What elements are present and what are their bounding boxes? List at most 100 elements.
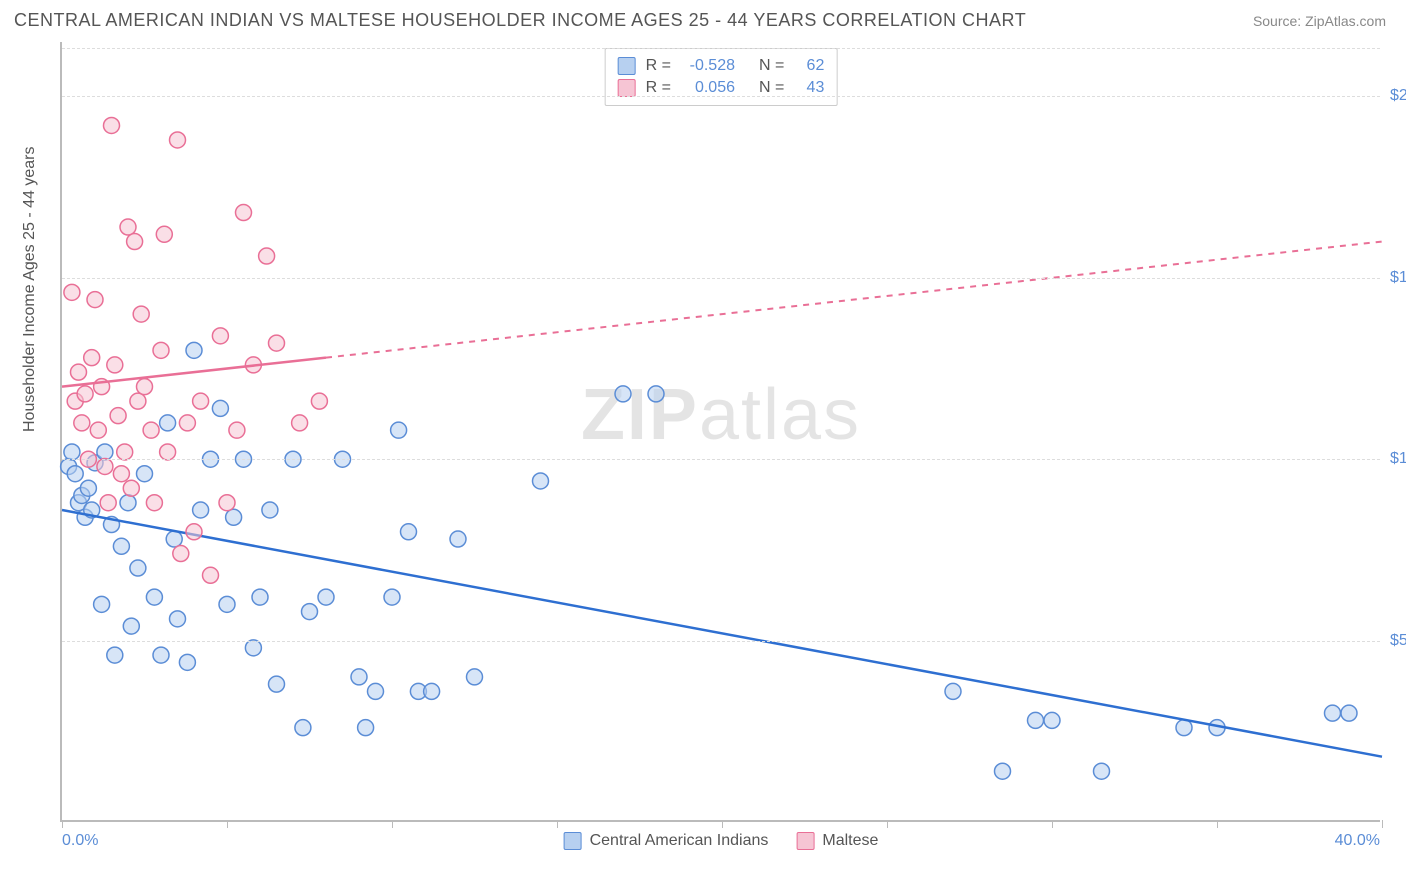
trend-line <box>62 510 1382 757</box>
data-point <box>1044 712 1060 728</box>
data-point <box>113 466 129 482</box>
data-point <box>648 386 664 402</box>
data-point <box>252 589 268 605</box>
data-point <box>84 350 100 366</box>
legend-n-value: 62 <box>794 57 824 75</box>
x-tick <box>227 820 228 828</box>
correlation-legend-row: R =-0.528N =62 <box>618 55 825 77</box>
data-point <box>179 654 195 670</box>
x-axis-min-label: 0.0% <box>62 832 98 850</box>
data-point <box>351 669 367 685</box>
legend-swatch <box>618 79 636 97</box>
data-point <box>107 357 123 373</box>
gridline <box>62 459 1380 460</box>
x-tick <box>1382 820 1383 828</box>
data-point <box>77 386 93 402</box>
data-point <box>170 132 186 148</box>
data-point <box>358 720 374 736</box>
data-point <box>166 531 182 547</box>
data-point <box>123 480 139 496</box>
data-point <box>143 422 159 438</box>
data-point <box>1341 705 1357 721</box>
data-point <box>120 495 136 511</box>
data-point <box>133 306 149 322</box>
data-point <box>318 589 334 605</box>
data-point <box>1325 705 1341 721</box>
data-point <box>424 683 440 699</box>
data-point <box>173 546 189 562</box>
data-point <box>74 415 90 431</box>
data-point <box>186 342 202 358</box>
legend-n-value: 43 <box>794 79 824 97</box>
series-legend: Central American Indians Maltese <box>564 832 879 850</box>
data-point <box>94 596 110 612</box>
chart-title: CENTRAL AMERICAN INDIAN VS MALTESE HOUSE… <box>14 10 1026 31</box>
data-point <box>292 415 308 431</box>
data-point <box>100 495 116 511</box>
plot-svg <box>62 42 1380 820</box>
data-point <box>450 531 466 547</box>
data-point <box>146 495 162 511</box>
trend-line-dashed <box>326 242 1382 358</box>
data-point <box>368 683 384 699</box>
data-point <box>64 284 80 300</box>
data-point <box>107 647 123 663</box>
x-tick <box>1052 820 1053 828</box>
data-point <box>97 458 113 474</box>
data-point <box>1094 763 1110 779</box>
y-tick-label: $150,000 <box>1390 269 1406 287</box>
x-tick <box>392 820 393 828</box>
chart-header: CENTRAL AMERICAN INDIAN VS MALTESE HOUSE… <box>0 0 1406 39</box>
data-point <box>302 604 318 620</box>
gridline <box>62 96 1380 97</box>
data-point <box>123 618 139 634</box>
data-point <box>137 379 153 395</box>
data-point <box>1176 720 1192 736</box>
chart-area: Householder Income Ages 25 - 44 years ZI… <box>60 42 1380 822</box>
plot-region: ZIPatlas R =-0.528N =62R =0.056N =43 0.0… <box>60 42 1380 822</box>
data-point <box>995 763 1011 779</box>
data-point <box>170 611 186 627</box>
legend-n-label: N = <box>759 57 784 75</box>
data-point <box>179 415 195 431</box>
gridline <box>62 278 1380 279</box>
legend-item: Maltese <box>796 832 878 850</box>
data-point <box>127 234 143 250</box>
data-point <box>295 720 311 736</box>
data-point <box>80 480 96 496</box>
x-tick <box>1217 820 1218 828</box>
data-point <box>262 502 278 518</box>
y-tick-label: $200,000 <box>1390 87 1406 105</box>
data-point <box>467 669 483 685</box>
gridline <box>62 48 1380 49</box>
x-tick <box>722 820 723 828</box>
legend-label: Maltese <box>822 832 878 850</box>
x-tick <box>557 820 558 828</box>
data-point <box>311 393 327 409</box>
legend-swatch <box>796 832 814 850</box>
trend-line <box>62 358 326 387</box>
data-point <box>219 596 235 612</box>
data-point <box>117 444 133 460</box>
data-point <box>212 328 228 344</box>
data-point <box>113 538 129 554</box>
data-point <box>130 393 146 409</box>
data-point <box>87 292 103 308</box>
data-point <box>401 524 417 540</box>
data-point <box>64 444 80 460</box>
legend-item: Central American Indians <box>564 832 769 850</box>
data-point <box>236 205 252 221</box>
data-point <box>384 589 400 605</box>
legend-label: Central American Indians <box>590 832 769 850</box>
data-point <box>104 117 120 133</box>
x-axis-max-label: 40.0% <box>1335 832 1380 850</box>
data-point <box>219 495 235 511</box>
data-point <box>160 444 176 460</box>
y-axis-label: Householder Income Ages 25 - 44 years <box>21 147 39 433</box>
data-point <box>71 364 87 380</box>
data-point <box>259 248 275 264</box>
data-point <box>90 422 106 438</box>
data-point <box>120 219 136 235</box>
chart-source: Source: ZipAtlas.com <box>1253 13 1386 29</box>
data-point <box>160 415 176 431</box>
